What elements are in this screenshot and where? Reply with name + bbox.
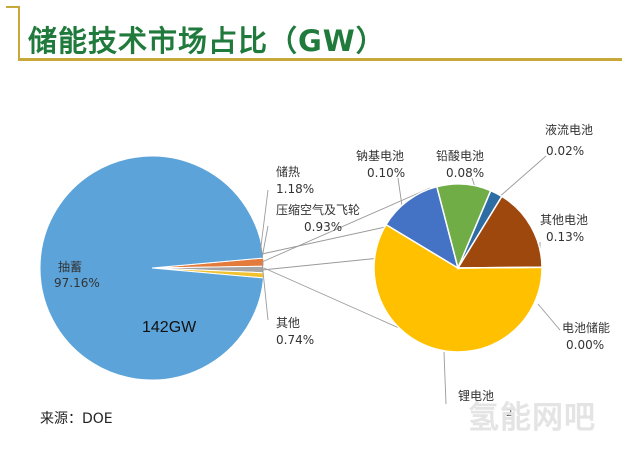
connector-line-11 — [537, 303, 561, 331]
detail-slice-4 — [456, 195, 543, 269]
title-vertical-rule — [18, 6, 20, 58]
page-number: 2 — [506, 408, 513, 419]
label-leadacid-pct: 0.08% — [446, 166, 484, 180]
title-corner-mark — [6, 6, 20, 8]
connector-line-3 — [263, 267, 409, 333]
detail-slice-5 — [457, 266, 543, 269]
label-flow-pct: 0.02% — [546, 144, 584, 158]
label-thermal-name: 储热 — [276, 164, 300, 179]
label-battery-pct: 0.00% — [566, 338, 604, 352]
main-slice-0 — [39, 155, 265, 381]
label-thermal-pct: 1.18% — [276, 182, 314, 196]
label-other-pct: 0.74% — [276, 333, 314, 347]
source-note: 来源：DOE — [40, 411, 113, 427]
detail-pie — [373, 183, 543, 353]
label-total: 142GW — [142, 319, 197, 336]
label-sodium-name: 钠基电池 — [356, 148, 404, 163]
connector-line-6 — [261, 261, 269, 321]
label-other-name: 其他 — [276, 316, 300, 330]
label-sodium-pct: 0.10% — [367, 166, 405, 180]
detail-slice-1 — [385, 185, 460, 270]
label-caes-pct: 0.93% — [304, 220, 342, 234]
label-caes-name: 压缩空气及飞轮 — [276, 202, 360, 217]
label-otherbattery-name: 其他电池 — [540, 213, 588, 227]
main-pie — [39, 155, 265, 381]
page-title: 储能技术市场占比（GW） — [28, 24, 386, 58]
label-flow-name: 液流电池 — [545, 122, 593, 137]
label-pumped-hydro-name: 抽蓄 — [58, 260, 82, 274]
connector-line-5 — [261, 225, 269, 259]
connector-line-7 — [397, 177, 403, 207]
connector-line-1 — [261, 257, 381, 271]
connector-line-2 — [261, 187, 431, 263]
label-leadacid-name: 铅酸电池 — [436, 148, 484, 163]
connector-line-12 — [443, 351, 447, 405]
connector-line-9 — [497, 155, 547, 199]
label-lithium-name: 锂电池 — [458, 388, 494, 403]
connector-line-4 — [259, 189, 269, 255]
label-otherbattery-pct: 0.13% — [546, 230, 584, 244]
detail-slice-0 — [373, 223, 543, 353]
title-divider — [18, 58, 622, 61]
connector-lines — [259, 155, 561, 405]
watermark: 氢能网吧 — [468, 400, 596, 436]
label-battery-name: 电池储能 — [562, 320, 610, 335]
label-pumped-hydro-pct: 97.16% — [54, 276, 100, 290]
connector-line-0 — [261, 225, 391, 255]
